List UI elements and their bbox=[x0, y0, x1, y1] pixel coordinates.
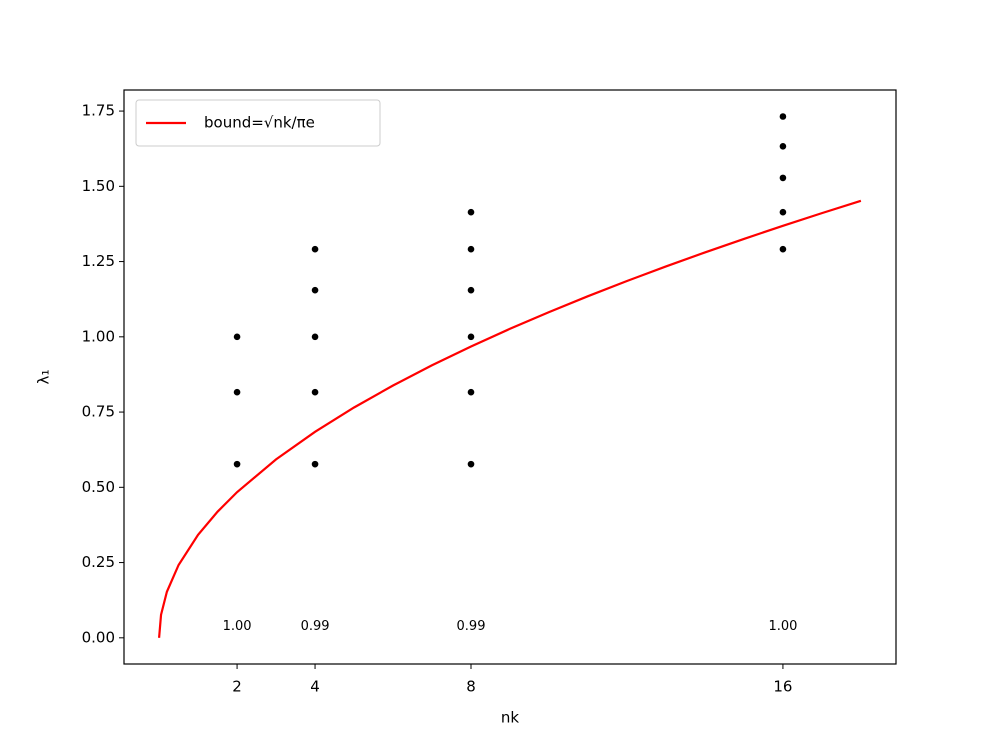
point bbox=[233, 460, 241, 468]
y-tick-label: 0.00 bbox=[82, 628, 115, 646]
point bbox=[311, 286, 319, 294]
point bbox=[311, 460, 319, 468]
point bbox=[467, 208, 475, 216]
point bbox=[467, 388, 475, 396]
point bbox=[311, 333, 319, 341]
legend-box bbox=[135, 99, 381, 147]
y-tick-label: 0.50 bbox=[82, 478, 115, 496]
annotation: 0.99 bbox=[457, 619, 486, 634]
point bbox=[779, 142, 787, 150]
y-tick-label: 0.75 bbox=[82, 403, 115, 421]
legend-label: bound=√nk/πe bbox=[204, 114, 315, 132]
x-tick-label: 16 bbox=[773, 678, 792, 696]
point bbox=[467, 245, 475, 253]
y-tick-label: 1.50 bbox=[82, 177, 115, 195]
point bbox=[311, 388, 319, 396]
bound-line bbox=[157, 199, 862, 638]
x-tick-label: 2 bbox=[232, 678, 242, 696]
point bbox=[467, 460, 475, 468]
y-tick-label: 0.25 bbox=[82, 553, 115, 571]
annotation: 1.00 bbox=[768, 619, 797, 634]
y-axis-label: λ₁ bbox=[35, 370, 53, 385]
x-tick-label: 4 bbox=[310, 678, 320, 696]
x-axis-label: nk bbox=[501, 709, 520, 727]
y-tick-label: 1.25 bbox=[82, 252, 115, 270]
y-tick-label: 1.00 bbox=[82, 327, 115, 345]
y-tick-label: 1.75 bbox=[82, 102, 115, 120]
point bbox=[779, 245, 787, 253]
point bbox=[467, 333, 475, 341]
point bbox=[779, 174, 787, 182]
point bbox=[779, 113, 787, 120]
plot-frame bbox=[123, 89, 897, 665]
point bbox=[233, 388, 241, 396]
x-tick-label: 8 bbox=[466, 678, 476, 696]
point bbox=[779, 208, 787, 216]
annotation: 0.99 bbox=[301, 619, 330, 634]
point bbox=[311, 245, 319, 253]
annotation: 1.00 bbox=[223, 619, 252, 634]
point bbox=[467, 286, 475, 294]
point bbox=[233, 333, 241, 341]
